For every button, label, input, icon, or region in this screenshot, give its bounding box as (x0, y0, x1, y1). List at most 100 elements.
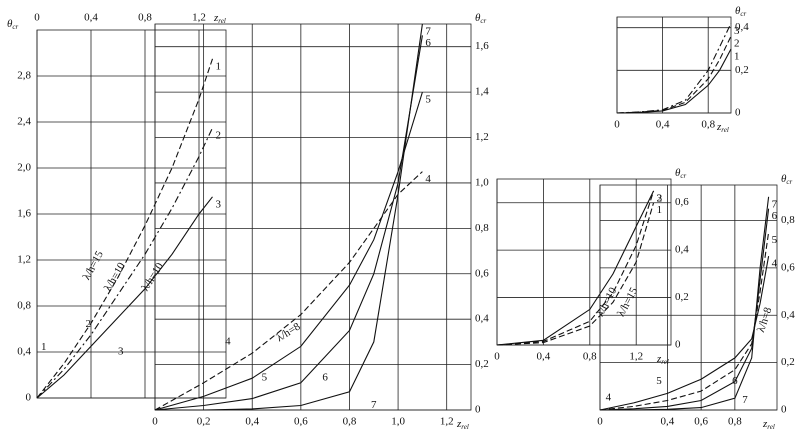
y-tick-label: 1,0 (475, 176, 489, 188)
x-axis-label-main: z (762, 418, 768, 430)
y-tick-label: 0,4 (475, 313, 489, 325)
x-axis-label-main: z (213, 12, 219, 24)
annotation: 5 (262, 372, 268, 384)
annotation: 7 (742, 394, 748, 406)
curve (616, 35, 732, 114)
y-tick-label: 2,8 (17, 70, 31, 82)
y-tick-label: 0 (735, 107, 741, 119)
series-label: 6 (772, 210, 778, 222)
x-tick-label: 0,4 (84, 12, 98, 24)
x-tick-label: 0,4 (537, 351, 551, 363)
annotation: 5 (656, 375, 662, 387)
y-axis-label-main: θ (675, 167, 681, 179)
curve (616, 23, 732, 114)
y-tick-label: 1,2 (475, 131, 489, 143)
curve (154, 35, 423, 411)
series-label: 1 (657, 204, 663, 216)
chart-panel: 0 0,2 0,4 0,6 0,8 1,0 1,2 0 0,2 0,4 0,6 0,8 1,0 1,2 1,… (152, 12, 489, 431)
x-tick-label: 1,2 (440, 416, 454, 428)
y-tick-label: 0,6 (475, 267, 489, 279)
y-tick-label: 0,2 (475, 358, 489, 370)
y-tick-label: 0,4 (17, 346, 31, 358)
x-tick-label: 0 (597, 416, 603, 428)
series-label: 1 (216, 60, 222, 72)
x-tick-label: 0,8 (138, 12, 152, 24)
series-label: 3 (734, 25, 740, 37)
y-tick-label: 0,6 (781, 261, 795, 273)
x-axis-label-main: z (656, 353, 662, 365)
series-label: 7 (772, 198, 778, 210)
y-tick-label: 0,4 (781, 309, 795, 321)
y-tick-label: 0 (675, 339, 681, 351)
y-axis-label-sub: cr (12, 23, 18, 31)
annotation: λ/h=15 (81, 249, 106, 283)
y-axis-label-sub: cr (480, 17, 486, 25)
x-axis-label-main: z (716, 121, 722, 133)
y-axis-label-main: θ (735, 5, 741, 17)
series-label: 2 (734, 38, 740, 50)
x-tick-label: 0,8 (343, 416, 357, 428)
series-label: 3 (216, 198, 222, 210)
annotation: 1 (41, 341, 47, 353)
y-tick-label: 2,4 (17, 116, 31, 128)
y-axis-label-sub: cr (680, 172, 686, 180)
x-axis-label: zrel (213, 12, 226, 25)
y-tick-label: 1,6 (475, 40, 489, 52)
x-axis-label: zrel (716, 121, 729, 134)
y-axis-label-main: θ (781, 173, 787, 185)
curve (36, 127, 213, 399)
y-axis-label: θcr (7, 18, 19, 31)
x-tick-label: 0,4 (661, 416, 675, 428)
x-axis-label-sub: rel (661, 358, 669, 366)
y-tick-label: 0,2 (735, 64, 749, 76)
x-axis-label-sub: rel (721, 126, 729, 134)
y-axis-label: θcr (735, 5, 747, 18)
y-tick-label: 0,2 (675, 291, 689, 303)
curve (600, 196, 770, 411)
y-tick-label: 0,6 (675, 196, 689, 208)
annotation: 4 (225, 335, 231, 347)
curve (155, 23, 423, 411)
annotation: λ/h=10 (102, 260, 128, 293)
y-tick-label: 0,4 (675, 244, 689, 256)
series-label: 7 (425, 26, 431, 38)
curve (496, 202, 655, 346)
chart-panel: 0 0,4 0,8 0 0,2 0,4 zrel θcr 123 (614, 5, 749, 134)
annotation: 4 (606, 392, 612, 404)
x-tick-label: 0,6 (294, 416, 308, 428)
x-tick-label: 1,2 (629, 351, 643, 363)
y-tick-label: 0 (781, 404, 787, 416)
y-tick-label: 1,4 (475, 86, 489, 98)
x-tick-label: 0,8 (583, 351, 597, 363)
x-tick-label: 0 (34, 12, 40, 24)
y-axis-label: θcr (675, 167, 687, 180)
annotation: λ/h=10 (139, 260, 166, 293)
x-axis-label-sub: rel (767, 423, 775, 431)
y-tick-label: 0,8 (475, 222, 489, 234)
y-axis-label: θcr (781, 173, 793, 186)
curve (36, 196, 213, 399)
series-label: 3 (657, 192, 663, 204)
y-axis-label-main: θ (475, 12, 481, 24)
y-tick-label: 0 (26, 392, 32, 404)
annotation: 6 (732, 375, 738, 387)
curve (154, 91, 423, 411)
curve (496, 190, 655, 346)
y-axis-label-main: θ (7, 18, 13, 30)
curve (154, 171, 423, 411)
chart-panel: 0 0,4 0,8 1,2 0 0,4 0,8 1,2 1,6 2,0 2,4 2,8 zrel θcr 1… (7, 12, 227, 404)
series-label: 5 (425, 94, 431, 106)
x-tick-label: 0,4 (245, 416, 259, 428)
y-axis-label: θcr (475, 12, 487, 25)
x-tick-label: 1,2 (192, 12, 206, 24)
x-axis-label-sub: rel (218, 17, 226, 25)
x-tick-label: 0,4 (656, 119, 670, 131)
annotation: λ/h=15 (615, 285, 640, 319)
annotation: 7 (371, 399, 377, 411)
plot-frame (496, 178, 672, 346)
y-tick-label: 0,8 (17, 300, 31, 312)
annotation: 2 (86, 318, 92, 330)
x-tick-label: 0 (494, 351, 500, 363)
x-tick-label: 1,0 (391, 416, 405, 428)
